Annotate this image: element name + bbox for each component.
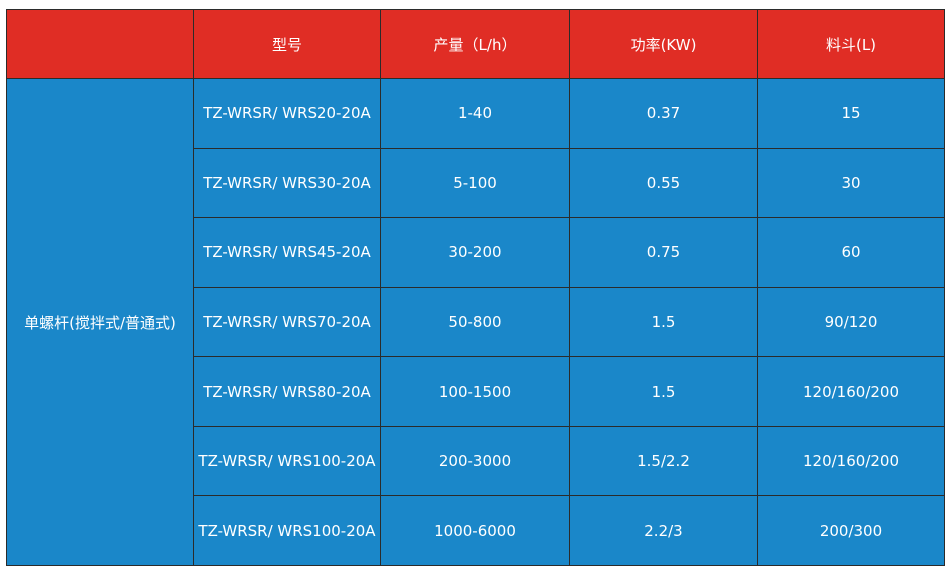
table-cell: TZ-WRSR/ WRS20-20A	[193, 78, 381, 149]
table-cell: 0.37	[569, 78, 758, 149]
table-cell: 200-3000	[380, 425, 570, 497]
table-cell: TZ-WRSR/ WRS100-20A	[193, 495, 381, 566]
table-cell: 5-100	[380, 147, 570, 219]
table-cell: 15	[757, 78, 945, 149]
table-cell: 30-200	[380, 217, 570, 288]
header-cell: 功率(KW)	[569, 9, 758, 79]
table-cell: 1-40	[380, 78, 570, 149]
table-cell: TZ-WRSR/ WRS45-20A	[193, 217, 381, 288]
table-cell: 1000-6000	[380, 495, 570, 566]
header-cell: 产量（L/h）	[380, 9, 570, 79]
table-cell: 0.55	[569, 147, 758, 219]
table-cell: TZ-WRSR/ WRS100-20A	[193, 425, 381, 497]
table-cell: 1.5	[569, 356, 758, 427]
table-cell: TZ-WRSR/ WRS30-20A	[193, 147, 381, 219]
header-cell: 型号	[193, 9, 381, 79]
table-cell: 50-800	[380, 286, 570, 358]
table-cell: 30	[757, 147, 945, 219]
table-cell: 60	[757, 217, 945, 288]
table-cell: 1.5/2.2	[569, 425, 758, 497]
table-cell: 90/120	[757, 286, 945, 358]
table-cell: 2.2/3	[569, 495, 758, 566]
table-cell: 100-1500	[380, 356, 570, 427]
table-cell: 120/160/200	[757, 356, 945, 427]
table-cell: 1.5	[569, 286, 758, 358]
table-cell: TZ-WRSR/ WRS80-20A	[193, 356, 381, 427]
header-cell	[6, 9, 194, 79]
table-cell: 200/300	[757, 495, 945, 566]
table-cell: TZ-WRSR/ WRS70-20A	[193, 286, 381, 358]
table-cell: 0.75	[569, 217, 758, 288]
group-cell: 单螺杆(搅拌式/普通式)	[6, 78, 194, 566]
table-cell: 120/160/200	[757, 425, 945, 497]
header-cell: 料斗(L)	[757, 9, 945, 79]
